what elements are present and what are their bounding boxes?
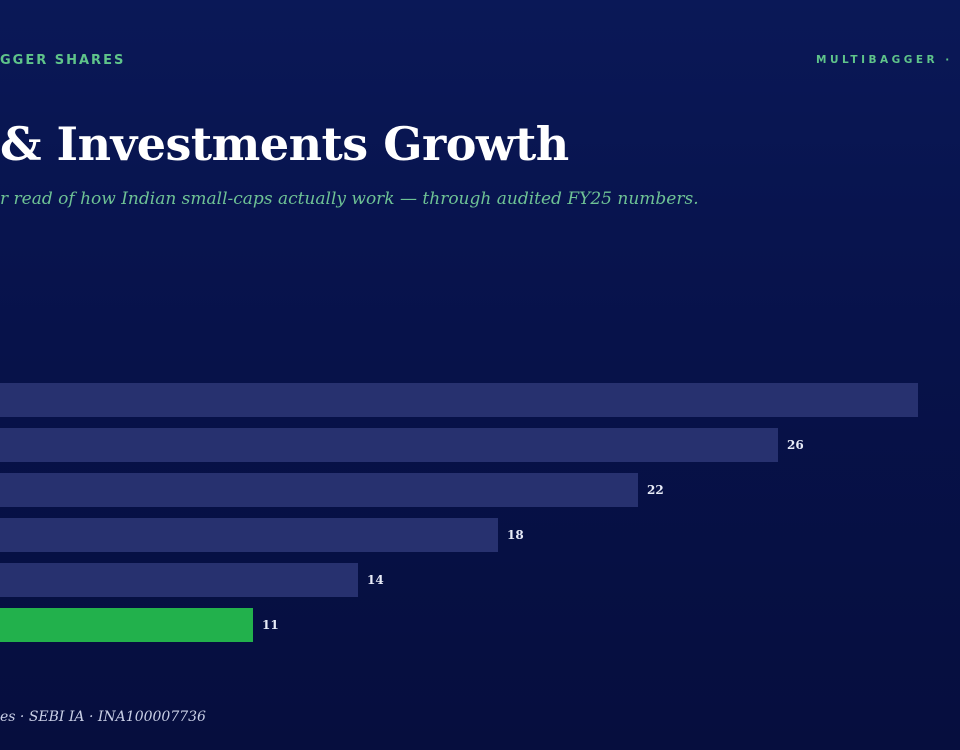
brand-kicker: GGER SHARES xyxy=(0,53,126,68)
bar xyxy=(0,518,498,552)
chart-subtitle: r read of how Indian small-caps actually… xyxy=(0,189,699,209)
bar-value-label: 18 xyxy=(507,528,524,542)
bar-value-label: 14 xyxy=(367,573,384,587)
series-kicker: MULTIBAGGER · D xyxy=(816,54,960,66)
chart-title: & Investments Growth xyxy=(0,117,569,171)
bar xyxy=(0,383,918,417)
bar xyxy=(0,428,778,462)
bar-value-label: 22 xyxy=(647,483,664,497)
bar-highlight xyxy=(0,608,253,642)
bar xyxy=(0,563,358,597)
disclosure-footer: es · SEBI IA · INA100007736 xyxy=(0,709,206,725)
bar xyxy=(0,473,638,507)
bar-value-label: 26 xyxy=(787,438,804,452)
bar-value-label: 11 xyxy=(262,618,279,632)
